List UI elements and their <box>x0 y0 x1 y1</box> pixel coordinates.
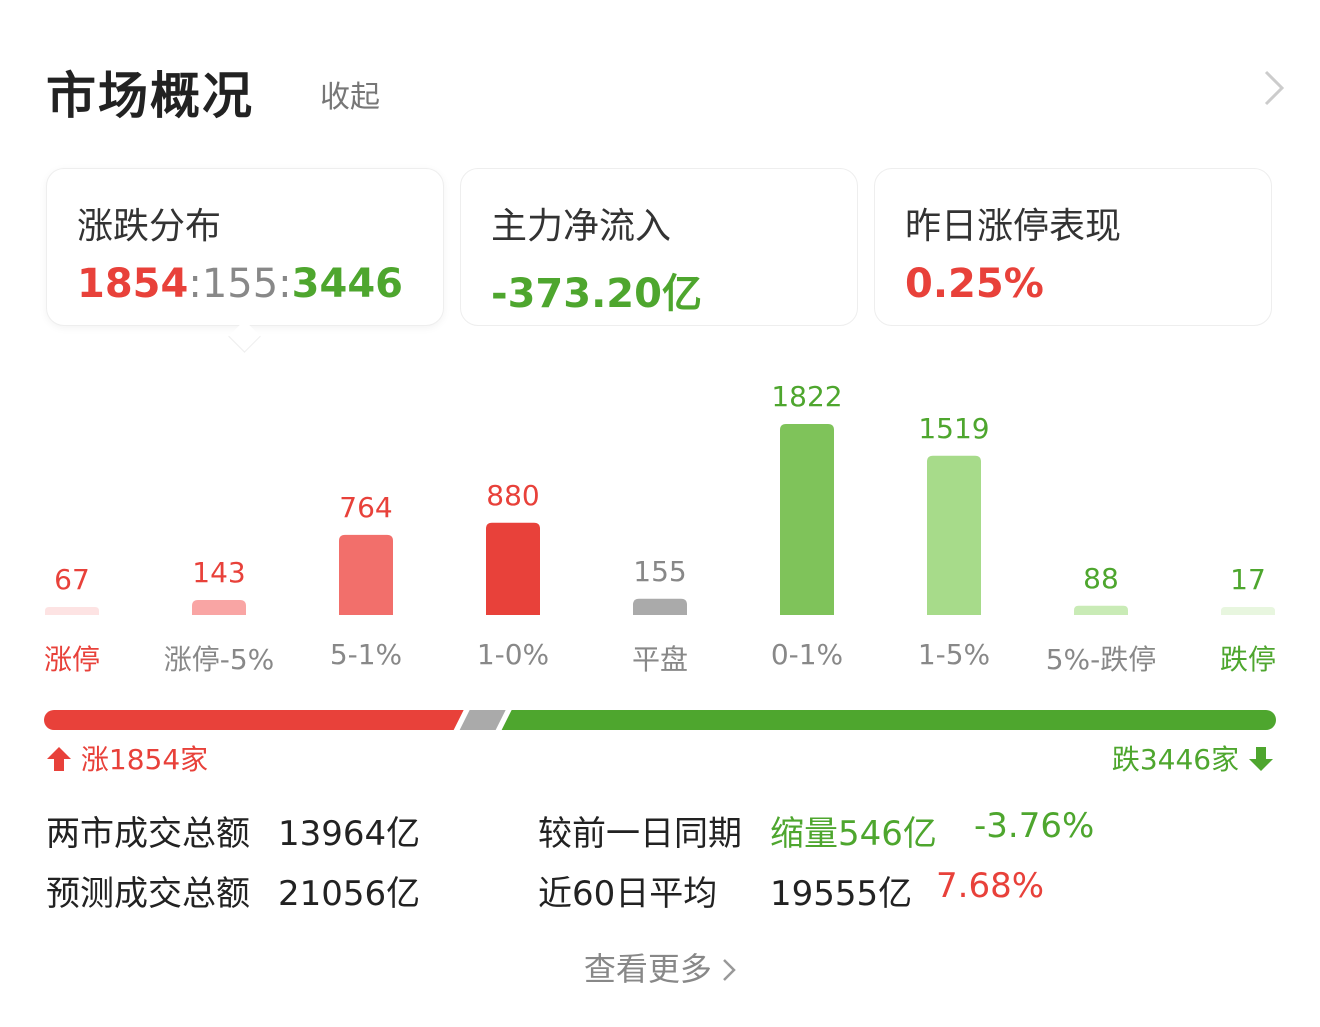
total-turnover-label: 两市成交总额 <box>46 814 250 854</box>
view-more-button[interactable]: 查看更多 <box>0 944 1320 990</box>
category-label: 跌停 <box>1219 643 1276 676</box>
chart-bar <box>339 534 393 615</box>
total-turnover-value: 13964亿 <box>278 814 421 854</box>
card-label: 主力净流入 <box>491 206 672 247</box>
page-title: 市场概况 <box>46 67 254 125</box>
chart-bar <box>780 424 834 615</box>
summary-cards: 涨跌分布 1854:155:3446 主力净流入 -373.20亿 昨日涨停表现… <box>46 168 1276 353</box>
bar-value-label: 17 <box>1230 563 1266 596</box>
market-overview-header: 市场概况 收起 <box>46 52 1286 132</box>
category-label: 1-5% <box>917 638 991 671</box>
forecast-turnover-value: 21056亿 <box>278 874 421 914</box>
category-label: 涨停 <box>43 643 100 676</box>
chart-bar <box>633 598 687 615</box>
category-label: 1-0% <box>476 638 550 671</box>
arrow-down-icon <box>1248 743 1274 776</box>
chart-bar <box>45 607 99 615</box>
ratio-up-segment <box>44 710 464 730</box>
card-yesterday-limit-up[interactable]: 昨日涨停表现 0.25% <box>874 168 1272 326</box>
turnover-stats: 两市成交总额 13964亿 较前一日同期 缩量546亿 -3.76% 预测成交总… <box>46 800 1286 920</box>
ratio-flat-segment <box>459 710 506 730</box>
up-summary-text: 涨1854家 <box>80 743 209 776</box>
category-label: 5-1% <box>329 638 403 671</box>
ratio-down-segment <box>501 710 1276 730</box>
limit-up-performance-value: 0.25% <box>905 261 1044 307</box>
arrow-up-icon <box>46 743 81 776</box>
chart-bar <box>1221 607 1275 615</box>
bar-value-label: 143 <box>192 556 246 589</box>
down-summary-text: 跌3446家 <box>1111 743 1240 776</box>
chevron-right-icon <box>722 950 736 988</box>
up-summary: 涨1854家 <box>46 738 208 778</box>
bar-value-label: 880 <box>486 478 540 512</box>
active-card-pointer <box>228 320 261 353</box>
bar-value-label: 1822 <box>771 380 843 413</box>
category-label: 涨停-5% <box>163 643 275 676</box>
chart-svg <box>45 424 1275 615</box>
category-label: 平盘 <box>631 643 688 676</box>
bar-value-label: 1519 <box>918 411 990 445</box>
down-count: 3446 <box>291 261 403 307</box>
compare-value: 缩量546亿 <box>770 814 937 854</box>
rise-fall-ratio-bar <box>44 710 1276 730</box>
compare-pct: -3.76% <box>974 806 1095 846</box>
bar-value-label: 67 <box>54 563 90 596</box>
card-label: 昨日涨停表现 <box>905 206 1122 247</box>
category-label: 0-1% <box>770 638 844 671</box>
rise-fall-ratio: 1854:155:3446 <box>77 261 403 307</box>
card-rise-fall-distribution[interactable]: 涨跌分布 1854:155:3446 <box>46 168 444 353</box>
ratio-sep: : <box>278 261 292 307</box>
down-summary: 跌3446家 <box>1112 738 1274 778</box>
chart-bar <box>192 600 246 615</box>
bar-value-label: 764 <box>339 490 393 524</box>
up-count: 1854 <box>77 261 189 307</box>
card-label: 涨跌分布 <box>77 206 222 247</box>
bar-value-label: 155 <box>633 554 687 588</box>
forecast-turnover-label: 预测成交总额 <box>46 874 250 914</box>
chart-bar <box>927 455 981 615</box>
category-label: 5%-跌停 <box>1045 643 1157 676</box>
card-main-net-inflow[interactable]: 主力净流入 -373.20亿 <box>460 168 858 326</box>
compare-label: 较前一日同期 <box>538 814 742 854</box>
ratio-bar-svg <box>44 710 1276 730</box>
ratio-sep: : <box>188 261 202 307</box>
collapse-button[interactable]: 收起 <box>320 80 380 115</box>
avg-60d-value: 19555亿 <box>770 874 913 914</box>
chart-bar <box>1074 605 1128 615</box>
flat-count: 155 <box>201 261 279 307</box>
net-inflow-value: -373.20亿 <box>491 271 702 317</box>
chevron-right-icon[interactable] <box>1262 68 1286 112</box>
rise-fall-distribution-chart: 67 涨停 143 涨停-5% 764 5-1% 880 1-0% 155 平盘 1822 0-1% 1… <box>0 360 1320 690</box>
avg-60d-pct: 7.68% <box>936 866 1045 906</box>
view-more-label: 查看更多 <box>583 950 712 988</box>
chart-bar <box>486 522 540 615</box>
bar-value-label: 88 <box>1083 561 1119 595</box>
avg-60d-label: 近60日平均 <box>538 874 718 914</box>
